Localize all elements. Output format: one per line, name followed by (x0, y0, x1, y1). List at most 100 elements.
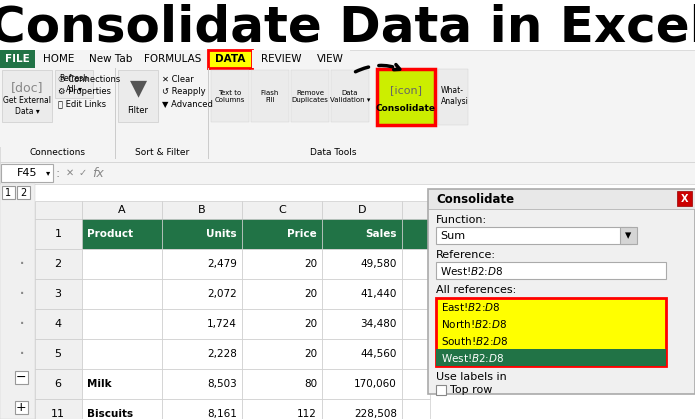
Text: ↺ Reapply: ↺ Reapply (162, 87, 206, 96)
FancyBboxPatch shape (242, 369, 322, 399)
Text: 2,479: 2,479 (207, 259, 237, 269)
Text: 112: 112 (297, 409, 317, 419)
Text: East!$B$2:$D$8: East!$B$2:$D$8 (441, 300, 500, 313)
FancyBboxPatch shape (82, 201, 162, 219)
Text: Function:: Function: (436, 215, 487, 225)
Text: F45: F45 (17, 168, 38, 178)
Text: +: + (16, 401, 26, 414)
FancyBboxPatch shape (402, 201, 432, 219)
Text: 11: 11 (51, 409, 65, 419)
Text: Consolidate: Consolidate (376, 103, 436, 112)
Text: West!$B$2:$D$8: West!$B$2:$D$8 (440, 264, 503, 277)
FancyBboxPatch shape (322, 339, 402, 369)
Text: 5: 5 (54, 349, 61, 359)
Text: 20: 20 (304, 259, 317, 269)
FancyBboxPatch shape (331, 70, 369, 122)
Text: 1: 1 (6, 187, 12, 197)
Text: 170,060: 170,060 (354, 379, 397, 389)
Text: ▾: ▾ (625, 229, 631, 242)
Text: All references:: All references: (436, 285, 516, 295)
Text: Biscuits: Biscuits (87, 409, 133, 419)
Text: ·: · (19, 254, 25, 274)
FancyBboxPatch shape (15, 401, 28, 414)
Text: 44,560: 44,560 (361, 349, 397, 359)
FancyBboxPatch shape (402, 309, 430, 339)
Text: 20: 20 (304, 319, 317, 329)
FancyBboxPatch shape (208, 68, 209, 159)
FancyBboxPatch shape (2, 70, 52, 122)
FancyBboxPatch shape (162, 249, 242, 279)
FancyBboxPatch shape (242, 279, 322, 309)
FancyBboxPatch shape (242, 249, 322, 279)
Text: 2,072: 2,072 (207, 289, 237, 299)
Text: [icon]: [icon] (390, 85, 422, 95)
Text: West!$B$2:$D$8: West!$B$2:$D$8 (441, 352, 505, 364)
Text: ✕ Clear: ✕ Clear (162, 75, 194, 84)
FancyBboxPatch shape (436, 227, 631, 244)
Text: Flash
Fill: Flash Fill (261, 90, 279, 103)
Text: ·: · (19, 344, 25, 364)
FancyBboxPatch shape (0, 50, 35, 68)
FancyBboxPatch shape (115, 68, 116, 159)
Text: [doc]: [doc] (10, 82, 43, 95)
Text: REVIEW: REVIEW (261, 54, 301, 64)
FancyBboxPatch shape (322, 309, 402, 339)
FancyBboxPatch shape (55, 70, 93, 98)
FancyBboxPatch shape (162, 339, 242, 369)
FancyBboxPatch shape (162, 279, 242, 309)
FancyBboxPatch shape (35, 279, 82, 309)
Text: What-
Analysi: What- Analysi (441, 86, 469, 106)
FancyBboxPatch shape (162, 201, 242, 219)
Text: A: A (118, 205, 126, 215)
FancyBboxPatch shape (402, 279, 430, 309)
Text: Data Tools: Data Tools (310, 148, 357, 157)
FancyBboxPatch shape (118, 70, 158, 122)
FancyBboxPatch shape (242, 309, 322, 339)
FancyBboxPatch shape (402, 399, 430, 419)
FancyBboxPatch shape (82, 399, 162, 419)
Text: Get External
Data ▾: Get External Data ▾ (3, 96, 51, 116)
FancyBboxPatch shape (0, 184, 35, 419)
FancyBboxPatch shape (35, 219, 82, 249)
FancyBboxPatch shape (620, 227, 637, 244)
Text: Units: Units (206, 229, 237, 239)
Text: 1: 1 (54, 229, 61, 239)
Text: Data
Validation ▾: Data Validation ▾ (330, 90, 370, 103)
Text: Use labels in: Use labels in (436, 372, 507, 382)
FancyBboxPatch shape (0, 68, 115, 147)
FancyBboxPatch shape (252, 50, 310, 68)
FancyBboxPatch shape (35, 309, 82, 339)
Text: ·: · (19, 315, 25, 334)
FancyBboxPatch shape (428, 189, 695, 394)
Text: 4: 4 (54, 319, 62, 329)
FancyBboxPatch shape (35, 201, 82, 219)
Text: Reference:: Reference: (436, 250, 496, 260)
Text: ⛓ Edit Links: ⛓ Edit Links (58, 99, 106, 108)
FancyBboxPatch shape (1, 164, 53, 182)
FancyBboxPatch shape (116, 68, 208, 147)
Text: Consolidate Data in Excel: Consolidate Data in Excel (0, 3, 695, 51)
FancyBboxPatch shape (251, 70, 289, 122)
Text: HOME: HOME (43, 54, 74, 64)
FancyBboxPatch shape (677, 191, 692, 206)
FancyBboxPatch shape (242, 399, 322, 419)
Text: 8,503: 8,503 (207, 379, 237, 389)
Text: D: D (358, 205, 366, 215)
Text: Top row: Top row (450, 385, 492, 395)
Text: :: : (56, 166, 60, 179)
Text: FORMULAS: FORMULAS (145, 54, 202, 64)
FancyBboxPatch shape (242, 201, 322, 219)
Text: 2: 2 (54, 259, 62, 269)
Text: New Tab: New Tab (89, 54, 132, 64)
FancyBboxPatch shape (35, 339, 82, 369)
Text: Sales: Sales (366, 229, 397, 239)
Text: Refresh
All ▾: Refresh All ▾ (60, 74, 88, 94)
Text: ·: · (19, 285, 25, 303)
Text: 49,580: 49,580 (361, 259, 397, 269)
Text: Milk: Milk (87, 379, 112, 389)
FancyBboxPatch shape (211, 70, 249, 122)
FancyBboxPatch shape (138, 50, 208, 68)
Text: ✕: ✕ (66, 168, 74, 178)
FancyBboxPatch shape (35, 50, 83, 68)
Text: 34,480: 34,480 (361, 319, 397, 329)
